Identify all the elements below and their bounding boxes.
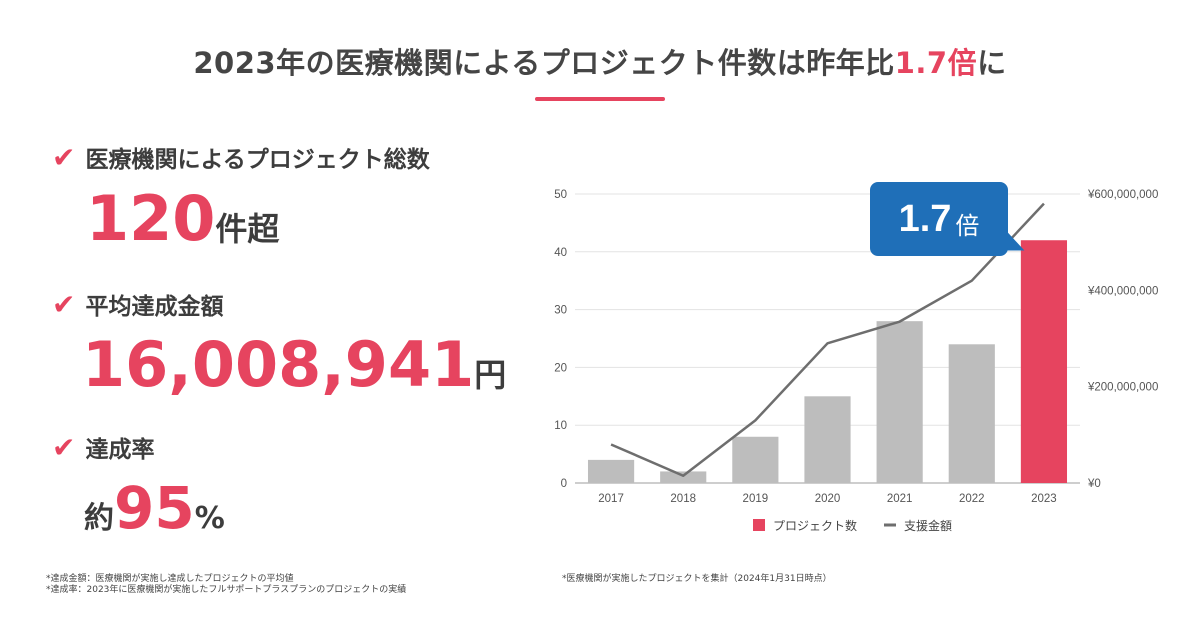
chart: 0 10 20 30 40 50 ¥0 ¥200,000,000 ¥400,000,000 ¥60…: [554, 189, 1158, 533]
x-tick-label: 2019: [743, 493, 769, 505]
stat-rate-label: 達成率: [85, 437, 155, 463]
y-left-tick-label: 20: [554, 362, 567, 374]
y-right-tick-label: ¥600,000,000: [1087, 189, 1158, 201]
stat-total-label: 医療機関によるプロジェクト総数: [85, 147, 430, 173]
stat-rate-label-row: ✔ 達成率: [52, 430, 154, 464]
y-right-tick-label: ¥0: [1087, 478, 1101, 490]
y-left-tick-label: 40: [554, 247, 567, 259]
y-left-tick-label: 50: [554, 189, 567, 201]
bar: [1020, 240, 1068, 483]
legend-label-line: 支援金額: [904, 518, 952, 533]
bar: [587, 459, 635, 483]
stat-average-unit: 円: [474, 356, 507, 394]
bar: [732, 436, 779, 483]
x-tick-label: 2020: [815, 493, 841, 505]
stat-average-label: 平均達成金額: [85, 294, 224, 320]
checkmark-icon: ✔: [52, 430, 76, 464]
page-title: 2023年の医療機関によるプロジェクト件数は昨年比1.7倍に: [0, 40, 1200, 82]
footnote-rate: *達成率：2023年に医療機関が実施したフルサポートプラスプランのプロジェクトの…: [46, 585, 407, 595]
stat-rate-value: 95: [114, 474, 195, 542]
stat-average-value-row: 16,008,941円: [82, 328, 506, 401]
footnote-right: *医療機関が実施したプロジェクトを集計（2024年1月31日時点）: [562, 574, 832, 584]
checkmark-icon: ✔: [52, 140, 76, 174]
stat-average-value: 16,008,941: [82, 328, 475, 401]
stat-average-label-row: ✔ 平均達成金額: [52, 287, 223, 321]
bar: [804, 396, 851, 483]
callout-unit: 倍: [955, 211, 980, 240]
title-highlight: 1.7倍: [894, 46, 978, 80]
y-left-tick-label: 10: [554, 420, 567, 432]
y-left-tick-label: 0: [561, 478, 567, 490]
stat-rate-unit: %: [194, 501, 225, 536]
footnote-left: *達成金額：医療機関が実施し達成したプロジェクトの平均値 *達成率：2023年に…: [46, 574, 406, 596]
callout-value: 1.7: [898, 197, 952, 240]
footnote-amount: *達成金額：医療機関が実施し達成したプロジェクトの平均値: [46, 574, 294, 584]
stat-rate-value-row: 約95%: [84, 474, 225, 542]
legend-swatch-bar: [753, 519, 765, 531]
x-tick-label: 2021: [887, 493, 913, 505]
stat-total-label-row: ✔ 医療機関によるプロジェクト総数: [52, 140, 430, 174]
stat-total-value: 120: [86, 182, 216, 255]
x-tick-label: 2023: [1031, 493, 1057, 505]
title-suffix: に: [977, 46, 1007, 80]
stat-rate-prefix: 約: [84, 501, 114, 536]
stat-total-value-row: 120件超: [86, 182, 279, 255]
title-main: 2023年の医療機関によるプロジェクト件数は昨年比: [193, 46, 895, 80]
x-tick-label: 2017: [598, 493, 624, 505]
title-underline: [535, 97, 665, 101]
checkmark-icon: ✔: [52, 287, 76, 321]
y-right-tick-label: ¥200,000,000: [1087, 382, 1158, 394]
bar: [660, 471, 707, 483]
x-tick-label: 2022: [959, 493, 985, 505]
bar: [948, 344, 995, 483]
y-right-tick-label: ¥400,000,000: [1087, 285, 1158, 297]
callout-badge: 1.7 倍: [870, 182, 1008, 256]
bar: [876, 321, 923, 483]
stat-total-unit: 件超: [215, 210, 280, 248]
legend-label-bar: プロジェクト数: [773, 518, 857, 533]
x-tick-label: 2018: [670, 493, 696, 505]
y-left-tick-label: 30: [554, 305, 567, 317]
